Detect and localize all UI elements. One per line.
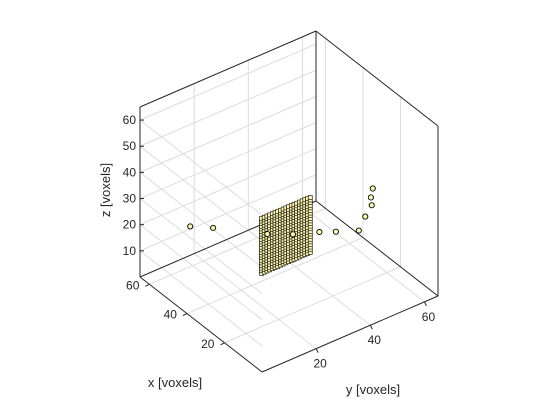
x-axis-label: x [voxels] [148,375,202,390]
ring-point [264,230,271,238]
axis-ticks: 20 40 60 20 40 60 10 20 30 40 50 60 [123,113,436,371]
ring-point [368,202,375,209]
grid-line [193,253,317,350]
grid-line [139,198,263,294]
ring-point [355,227,362,234]
grid-line [302,206,425,303]
y-axis-tick-label: 60 [422,310,436,324]
grid-line [186,237,364,314]
grid-line [139,171,263,268]
ring-point [367,194,374,201]
ring-point [332,228,339,235]
x-axis-tick [145,283,150,287]
ring-point [187,223,194,230]
axes-box-edge [261,295,439,373]
ring-point [369,185,376,192]
y-axis-tick [369,325,373,330]
y-axis-tick [315,348,319,353]
grid-line [139,43,317,121]
y-axis-tick-label: 20 [313,357,327,371]
z-axis-tick-label: 20 [123,218,137,232]
axes-box-edge [139,276,263,373]
axes-box-edge [315,200,439,297]
grid-lines [139,36,425,350]
z-axis-tick-label: 40 [123,165,137,179]
x-axis-tick-label: 60 [126,278,140,292]
axes-box-edge [315,30,439,127]
ring-point [362,213,369,220]
grid-line [139,145,263,242]
z-axis-tick-label: 10 [123,244,137,258]
grid-line [139,122,317,199]
ring-point [289,231,297,238]
y-axis-tick-label: 40 [368,333,382,347]
axes-box-edge [139,30,317,108]
grid-line [139,95,317,173]
axes-box [139,30,439,373]
grid-line [139,69,317,147]
z-axis-label: z [voxels] [98,163,113,217]
grid-line [139,174,317,252]
x-axis-tick-label: 20 [201,337,215,351]
x-axis-tick [182,313,188,316]
z-axis-tick-label: 30 [123,192,137,206]
grid-line [139,224,263,321]
grid-line [224,266,401,344]
data-points [187,185,376,276]
grid-line [139,250,263,347]
ring-point [316,228,323,236]
x-axis-tick-label: 40 [164,308,178,322]
ring-point [210,224,217,231]
z-axis-tick-label: 50 [123,139,137,153]
y-axis-tick [424,301,427,307]
x-axis-tick [220,342,225,346]
y-axis-label: y [voxels] [346,382,400,397]
grid-line [139,148,317,226]
grid-line [139,119,263,216]
grid-point [307,195,313,200]
z-axis-tick-label: 60 [123,113,137,127]
